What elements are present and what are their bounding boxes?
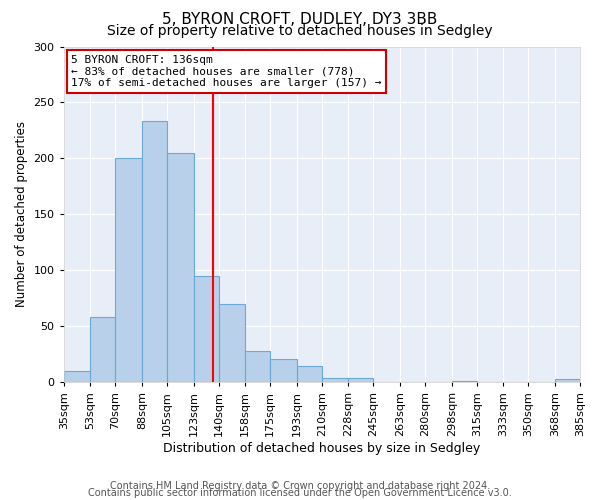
Bar	[194, 276, 218, 382]
Bar	[555, 379, 580, 382]
Bar	[245, 351, 270, 382]
Bar	[218, 304, 245, 382]
Bar	[64, 371, 90, 382]
X-axis label: Distribution of detached houses by size in Sedgley: Distribution of detached houses by size …	[163, 442, 481, 455]
Bar	[270, 359, 297, 382]
Bar	[90, 318, 115, 382]
Bar	[322, 378, 349, 382]
Bar	[142, 122, 167, 382]
Text: Contains HM Land Registry data © Crown copyright and database right 2024.: Contains HM Land Registry data © Crown c…	[110, 481, 490, 491]
Bar	[115, 158, 142, 382]
Bar	[452, 381, 477, 382]
Bar	[297, 366, 322, 382]
Y-axis label: Number of detached properties: Number of detached properties	[15, 122, 28, 308]
Text: Size of property relative to detached houses in Sedgley: Size of property relative to detached ho…	[107, 24, 493, 38]
Bar	[349, 378, 373, 382]
Text: 5 BYRON CROFT: 136sqm
← 83% of detached houses are smaller (778)
17% of semi-det: 5 BYRON CROFT: 136sqm ← 83% of detached …	[71, 55, 382, 88]
Bar	[167, 153, 194, 382]
Text: 5, BYRON CROFT, DUDLEY, DY3 3BB: 5, BYRON CROFT, DUDLEY, DY3 3BB	[163, 12, 437, 28]
Text: Contains public sector information licensed under the Open Government Licence v3: Contains public sector information licen…	[88, 488, 512, 498]
